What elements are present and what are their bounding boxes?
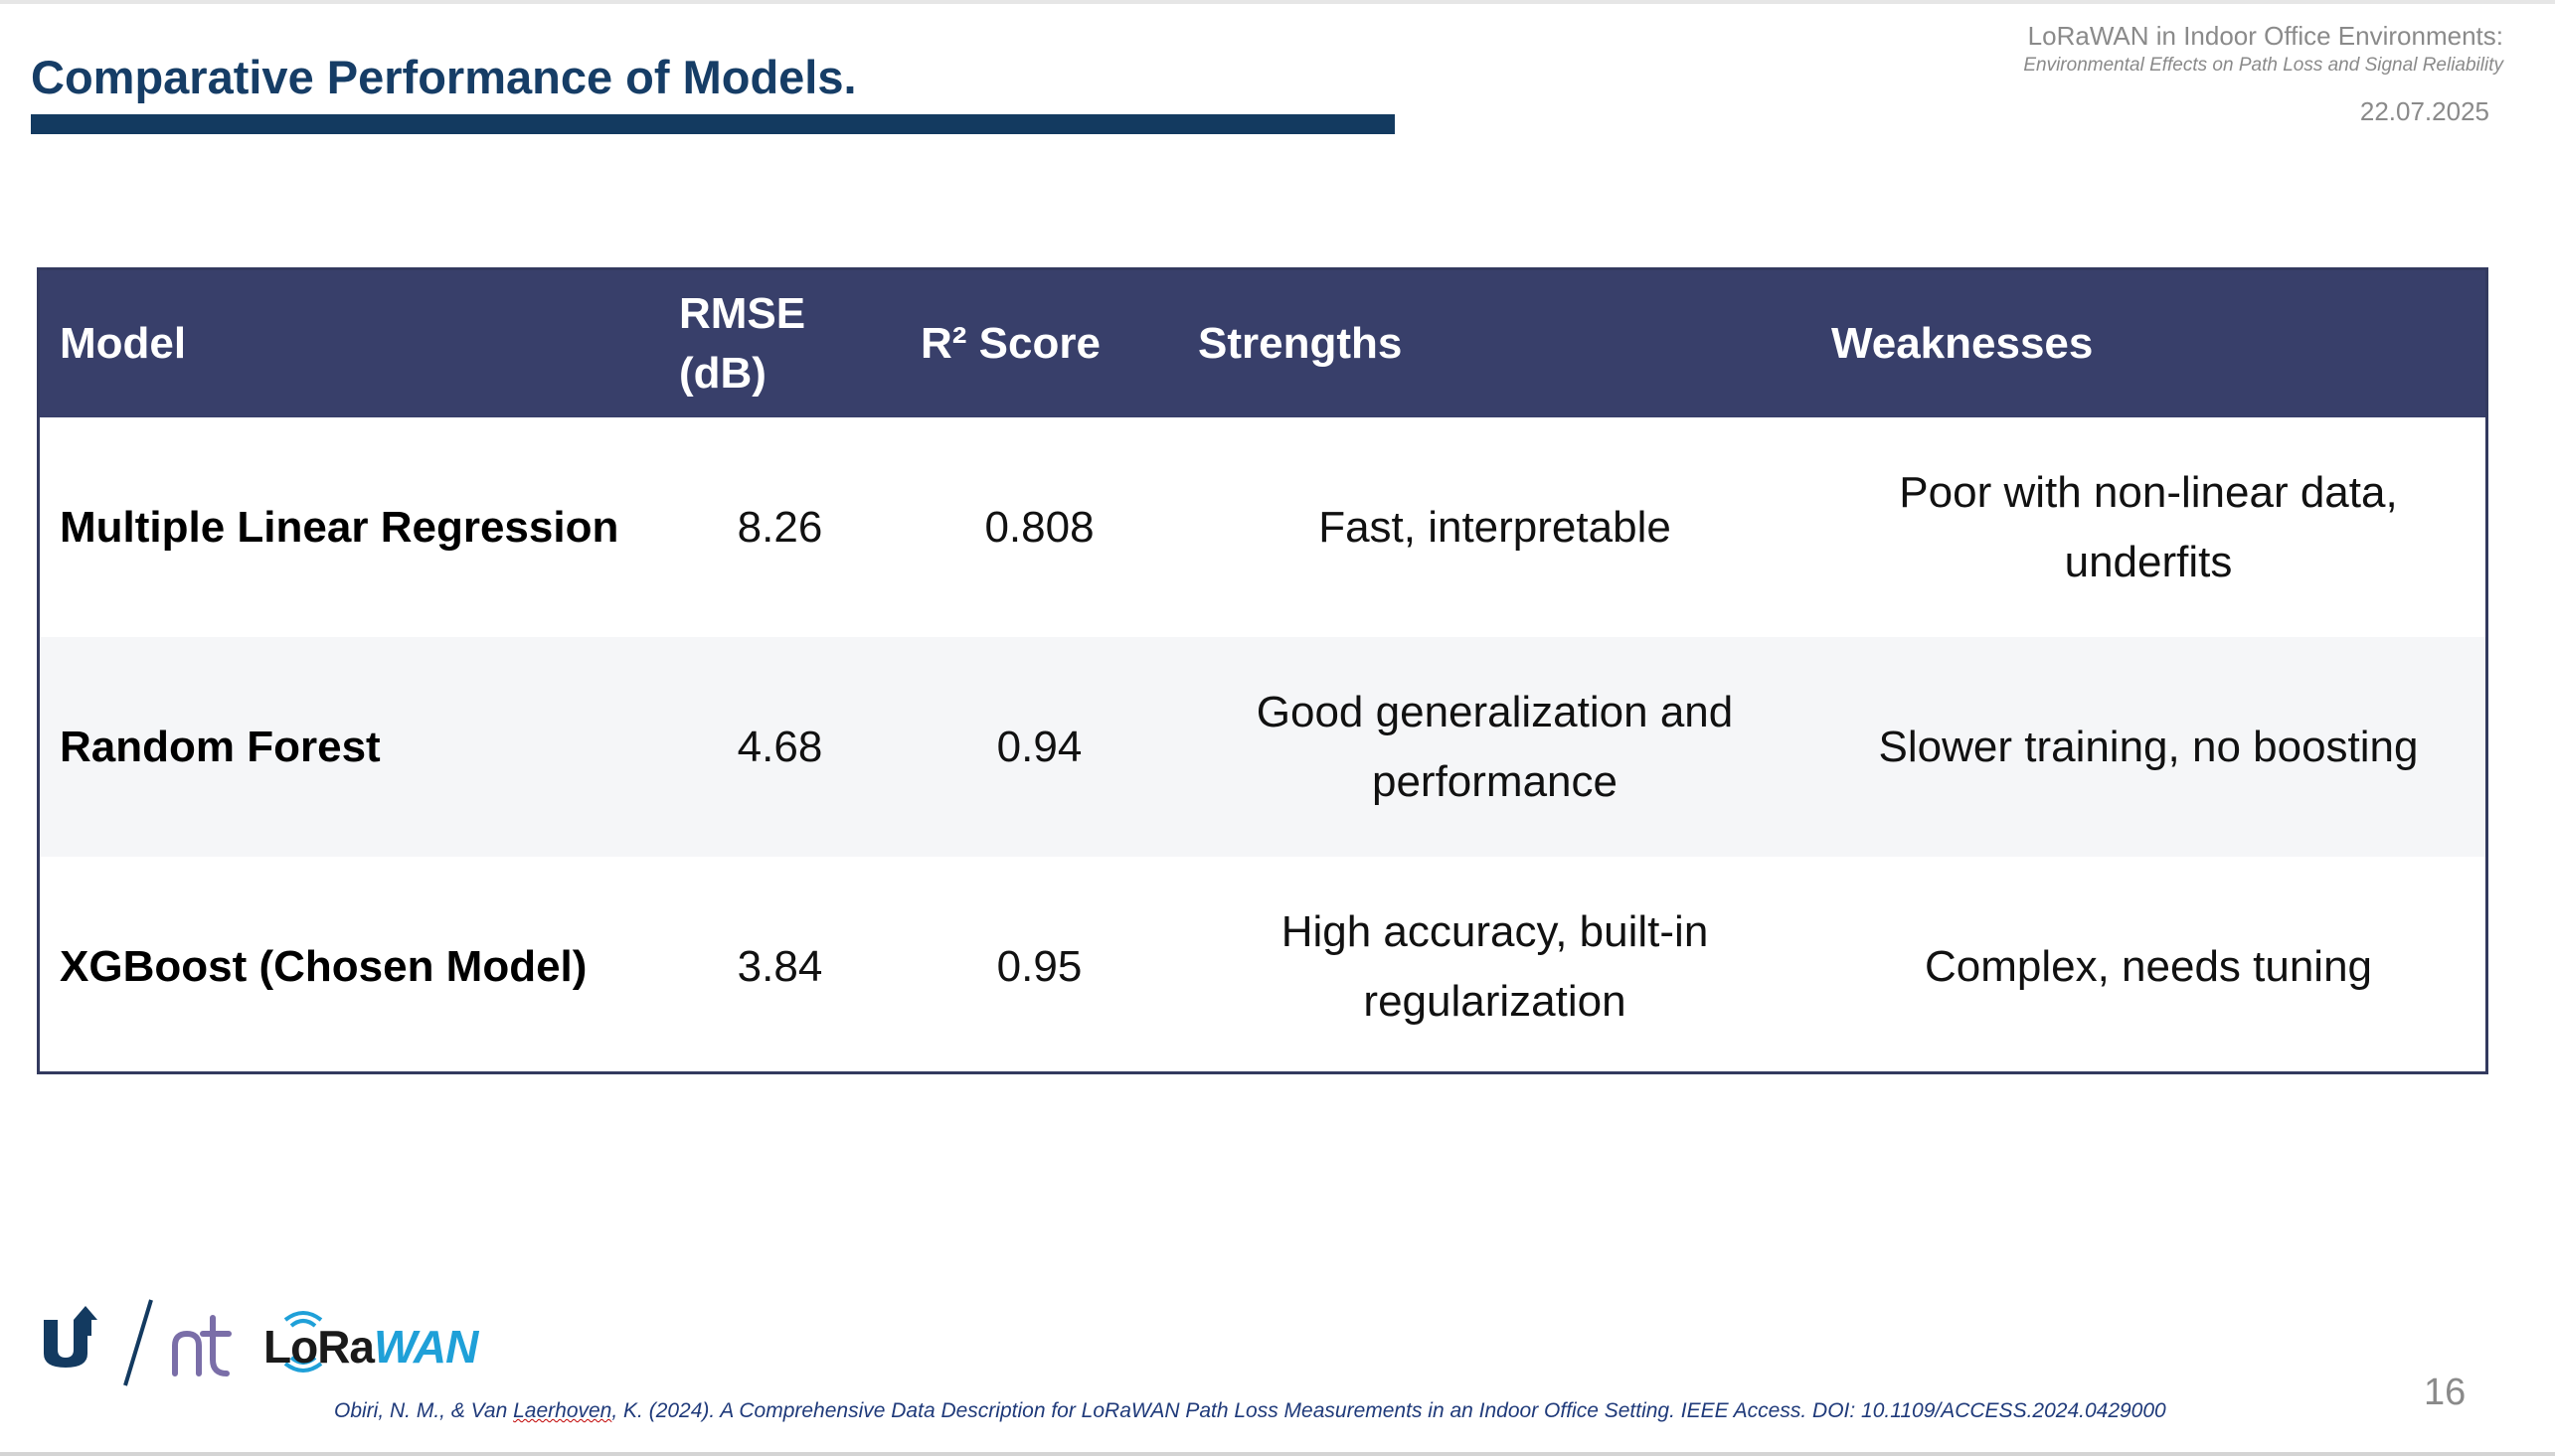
citation-spellcheck-word: Laerhoven (513, 1399, 612, 1422)
cell-rmse: 8.26 (737, 502, 823, 552)
cell-weaknesses: Poor with non-linear data, underfits (1899, 467, 2398, 586)
cell-model: Multiple Linear Regression (60, 502, 619, 552)
cell-strengths: High accuracy, built-in regularization (1280, 906, 1709, 1026)
comparison-table: Model RMSE (dB) R² Score Strengths Weakn… (37, 267, 2488, 1074)
citation: Obiri, N. M., & Van Laerhoven, K. (2024)… (334, 1399, 2166, 1423)
table-row: Random Forest 4.68 0.94 Good generalizat… (40, 637, 2485, 857)
presentation-date: 22.07.2025 (2359, 96, 2489, 126)
university-logo (44, 1306, 97, 1368)
citation-after: , K. (2024). A Comprehensive Data Descri… (611, 1399, 2166, 1422)
cell-r2: 0.94 (996, 722, 1083, 771)
cell-r2: 0.808 (984, 502, 1095, 552)
header-rmse: RMSE (dB) (659, 270, 901, 417)
cell-strengths: Good generalization and performance (1256, 687, 1734, 806)
header-r2: R² Score (921, 319, 1101, 368)
header-strengths: Strengths (1198, 319, 1403, 368)
presentation-header: LoRaWAN in Indoor Office Environments: E… (2023, 20, 2503, 129)
cell-rmse: 3.84 (737, 941, 823, 991)
cell-rmse: 4.68 (737, 722, 823, 771)
header-rmse-line1: RMSE (679, 289, 806, 338)
lorawan-text-ra: Ra (317, 1321, 375, 1373)
bottom-border (0, 1452, 2555, 1456)
citation-before: Obiri, N. M., & Van (334, 1399, 514, 1422)
header-rmse-line2: (dB) (679, 349, 766, 398)
table-row: Multiple Linear Regression 8.26 0.808 Fa… (40, 417, 2485, 637)
lorawan-wordmark: LoRaWAN (263, 1320, 478, 1374)
table-row: XGBoost (Chosen Model) 3.84 0.95 High ac… (40, 857, 2485, 1071)
lorawan-text-lo: Lo (263, 1321, 318, 1373)
lorawan-signal-icon (283, 1311, 323, 1373)
lorawan-logo: LoRaWAN (263, 1302, 522, 1381)
presentation-title: LoRaWAN in Indoor Office Environments: (2027, 21, 2503, 51)
top-border (0, 0, 2555, 4)
lorawan-text-wan: WAN (374, 1321, 478, 1373)
page-number: 16 (2424, 1372, 2467, 1413)
header-model: Model (60, 319, 187, 368)
cell-weaknesses: Slower training, no boosting (1878, 722, 2419, 771)
presentation-subtitle: Environmental Effects on Path Loss and S… (2023, 55, 2503, 76)
divider-slash-icon (123, 1299, 153, 1386)
cell-model: Random Forest (60, 722, 381, 771)
cell-model: XGBoost (Chosen Model) (60, 941, 588, 991)
cell-strengths: Fast, interpretable (1318, 502, 1671, 552)
header-weaknesses: Weaknesses (1831, 319, 2094, 368)
table-header-row: Model RMSE (dB) R² Score Strengths Weakn… (40, 270, 2485, 417)
title-underline-bar (31, 114, 1395, 134)
cell-r2: 0.95 (996, 941, 1083, 991)
nt-logo (172, 1315, 232, 1376)
slide-title: Comparative Performance of Models. (31, 51, 857, 103)
cell-weaknesses: Complex, needs tuning (1924, 941, 2373, 991)
